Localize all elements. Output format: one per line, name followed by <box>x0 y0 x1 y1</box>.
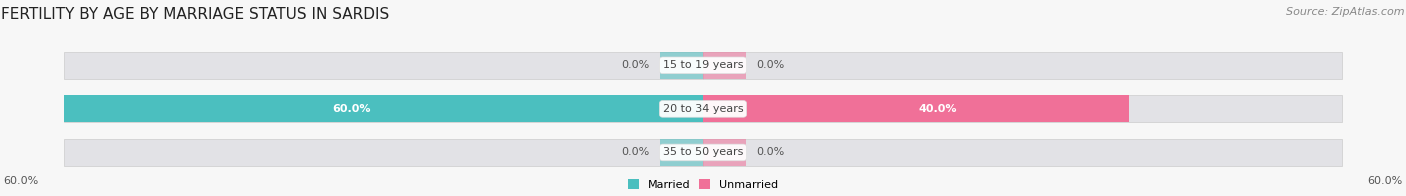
Text: 15 to 19 years: 15 to 19 years <box>662 60 744 70</box>
Bar <box>703 95 1343 122</box>
Bar <box>661 52 703 79</box>
Bar <box>703 95 1129 122</box>
Text: Source: ZipAtlas.com: Source: ZipAtlas.com <box>1286 6 1405 16</box>
Text: 60.0%: 60.0% <box>332 104 371 114</box>
Text: 0.0%: 0.0% <box>621 147 650 157</box>
Text: 20 to 34 years: 20 to 34 years <box>662 104 744 114</box>
Text: 0.0%: 0.0% <box>621 60 650 70</box>
Bar <box>703 139 745 166</box>
Text: 40.0%: 40.0% <box>918 104 956 114</box>
Bar <box>661 139 703 166</box>
Text: 60.0%: 60.0% <box>3 176 38 186</box>
Bar <box>703 52 1343 79</box>
Bar <box>63 95 703 122</box>
Bar <box>63 52 703 79</box>
Text: 35 to 50 years: 35 to 50 years <box>662 147 744 157</box>
Bar <box>63 95 703 122</box>
Text: 0.0%: 0.0% <box>756 60 785 70</box>
Bar <box>63 139 703 166</box>
Text: 0.0%: 0.0% <box>756 147 785 157</box>
Bar <box>703 139 1343 166</box>
Legend: Married, Unmarried: Married, Unmarried <box>623 175 783 194</box>
Text: 60.0%: 60.0% <box>1368 176 1403 186</box>
Text: FERTILITY BY AGE BY MARRIAGE STATUS IN SARDIS: FERTILITY BY AGE BY MARRIAGE STATUS IN S… <box>1 6 389 22</box>
Bar <box>703 52 745 79</box>
